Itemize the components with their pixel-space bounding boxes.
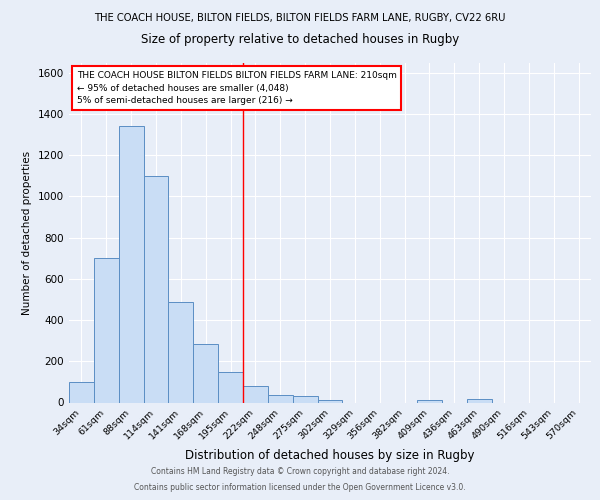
Text: THE COACH HOUSE, BILTON FIELDS, BILTON FIELDS FARM LANE, RUGBY, CV22 6RU: THE COACH HOUSE, BILTON FIELDS, BILTON F… [94,12,506,22]
Bar [243,386,268,402]
Bar [119,126,143,402]
Bar [293,396,317,402]
Text: Contains public sector information licensed under the Open Government Licence v3: Contains public sector information licen… [134,484,466,492]
Text: Size of property relative to detached houses in Rugby: Size of property relative to detached ho… [141,32,459,46]
Bar [169,302,193,402]
Bar [417,400,442,402]
Bar [143,176,169,402]
Bar [69,382,94,402]
Bar [317,400,343,402]
Bar [218,372,243,402]
Text: Contains HM Land Registry data © Crown copyright and database right 2024.: Contains HM Land Registry data © Crown c… [151,467,449,476]
X-axis label: Distribution of detached houses by size in Rugby: Distribution of detached houses by size … [185,449,475,462]
Bar [268,396,293,402]
Y-axis label: Number of detached properties: Number of detached properties [22,150,32,314]
Text: THE COACH HOUSE BILTON FIELDS BILTON FIELDS FARM LANE: 210sqm
← 95% of detached : THE COACH HOUSE BILTON FIELDS BILTON FIE… [77,71,397,105]
Bar [94,258,119,402]
Bar [467,400,491,402]
Bar [193,344,218,403]
